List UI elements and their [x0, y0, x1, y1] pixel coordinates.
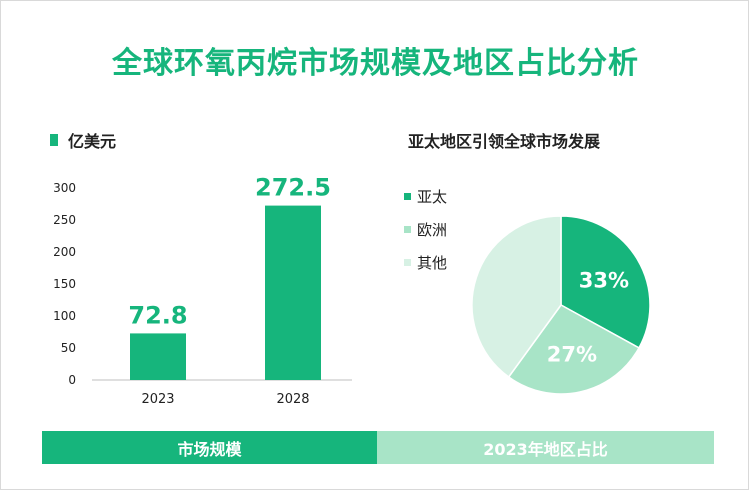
bar-legend-swatch: [50, 134, 58, 146]
page-title: 全球环氧丙烷市场规模及地区占比分析: [112, 46, 639, 81]
y-tick-label: 250: [53, 213, 76, 227]
pie-slice: [471, 215, 562, 379]
y-tick-label: 0: [68, 373, 76, 387]
bar: [130, 333, 186, 380]
bar-value-label: 272.5: [255, 174, 331, 202]
y-tick-label: 150: [53, 277, 76, 291]
pie-legend-swatch: [404, 259, 411, 266]
pie-legend-item: 欧洲: [404, 213, 447, 246]
pie-legend-item: 亚太: [404, 180, 447, 213]
x-tick-label: 2028: [276, 392, 309, 407]
pie-legend-swatch: [404, 226, 411, 233]
pie-legend-label: 其他: [417, 254, 448, 272]
pie-value-label: 27%: [547, 343, 597, 367]
pie-title: 亚太地区引领全球市场发展: [408, 132, 601, 151]
bar-legend-label: 亿美元: [68, 132, 117, 151]
y-tick-label: 200: [53, 245, 76, 259]
y-tick-label: 300: [53, 181, 76, 195]
footer-region-share: 2023年地区占比: [377, 431, 714, 464]
pie-value-label: 33%: [579, 269, 629, 293]
y-tick-label: 50: [61, 341, 76, 355]
bar-legend: 亿美元: [50, 128, 116, 152]
pie-legend-item: 其他: [404, 246, 447, 279]
x-tick-label: 2023: [141, 392, 174, 407]
bar: [265, 205, 321, 380]
pie-slice: [507, 304, 641, 395]
pie-legend-swatch: [404, 193, 411, 200]
pie-legend: 亚太 欧洲 其他: [404, 180, 447, 279]
footer-market-size: 市场规模: [42, 431, 377, 464]
y-tick-label: 100: [53, 309, 76, 323]
bar-value-label: 72.8: [128, 301, 187, 329]
pie-slice: [560, 215, 651, 349]
pie-legend-label: 亚太: [417, 188, 448, 206]
pie-legend-label: 欧洲: [417, 221, 448, 239]
